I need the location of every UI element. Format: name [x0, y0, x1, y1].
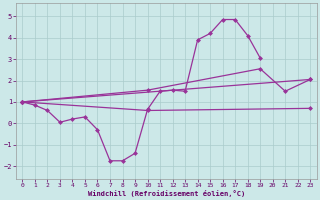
X-axis label: Windchill (Refroidissement éolien,°C): Windchill (Refroidissement éolien,°C) [88, 190, 245, 197]
